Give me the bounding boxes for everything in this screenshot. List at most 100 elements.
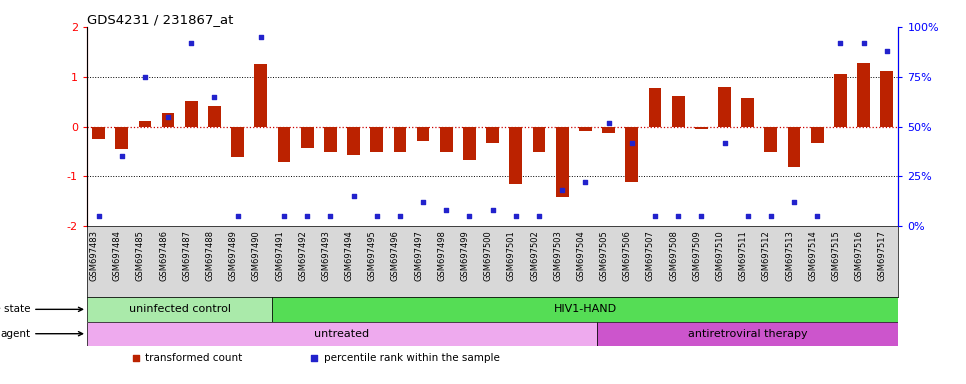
Bar [648, 88, 662, 127]
Point [415, 199, 431, 205]
Text: GSM697493: GSM697493 [322, 230, 330, 281]
Text: disease state: disease state [0, 305, 83, 314]
Bar [138, 121, 152, 127]
Text: GSM697483: GSM697483 [90, 230, 99, 281]
Point [879, 48, 895, 54]
Bar [741, 98, 754, 127]
Bar [393, 127, 407, 152]
Text: GSM697498: GSM697498 [438, 230, 446, 281]
Bar [695, 127, 708, 129]
Point [927, 223, 943, 229]
Point [253, 34, 269, 40]
Point [184, 40, 199, 46]
Text: GSM697499: GSM697499 [461, 230, 469, 281]
Point [601, 119, 616, 126]
Point [160, 114, 176, 120]
Point [207, 94, 222, 100]
Bar [810, 127, 824, 142]
Bar [718, 87, 731, 127]
Text: GSM697501: GSM697501 [507, 230, 516, 281]
Bar [625, 127, 639, 182]
Text: GSM697496: GSM697496 [391, 230, 400, 281]
Text: GSM697489: GSM697489 [229, 230, 238, 281]
Point [276, 213, 292, 219]
Point [670, 213, 686, 219]
Text: GDS4231 / 231867_at: GDS4231 / 231867_at [87, 13, 234, 26]
Bar [834, 74, 847, 127]
Text: GSM697491: GSM697491 [275, 230, 284, 281]
Text: GSM697517: GSM697517 [878, 230, 887, 281]
Point [810, 213, 825, 219]
Point [369, 213, 384, 219]
Text: HIV1-HAND: HIV1-HAND [554, 305, 617, 314]
Point [578, 179, 593, 185]
Bar [509, 127, 523, 184]
Text: antiretroviral therapy: antiretroviral therapy [688, 329, 808, 339]
Text: GSM697494: GSM697494 [345, 230, 354, 281]
Point [624, 139, 639, 146]
Bar [532, 127, 546, 152]
Text: GSM697515: GSM697515 [832, 230, 840, 281]
Point [647, 213, 663, 219]
Text: GSM697512: GSM697512 [762, 230, 771, 281]
Bar [463, 127, 476, 161]
Point [462, 213, 477, 219]
Bar [370, 127, 384, 152]
Text: GSM697510: GSM697510 [716, 230, 724, 281]
Bar [300, 127, 314, 147]
Text: uninfected control: uninfected control [128, 305, 231, 314]
Bar [272, 297, 898, 321]
Bar [231, 127, 244, 157]
Bar [602, 127, 615, 132]
Point [833, 40, 848, 46]
Point [323, 213, 338, 219]
Text: percentile rank within the sample: percentile rank within the sample [324, 353, 499, 363]
Bar [277, 127, 291, 162]
Bar [347, 127, 360, 156]
Text: GSM697506: GSM697506 [623, 230, 632, 281]
Bar [92, 127, 105, 139]
Text: transformed count: transformed count [145, 353, 242, 363]
Point [91, 213, 106, 219]
Point [137, 74, 153, 80]
Text: GSM697502: GSM697502 [530, 230, 539, 281]
Bar [880, 71, 894, 127]
Text: GSM697514: GSM697514 [809, 230, 817, 281]
Point [392, 213, 408, 219]
Bar [555, 127, 569, 197]
Bar [486, 127, 499, 142]
Text: untreated: untreated [314, 329, 370, 339]
Text: GSM697490: GSM697490 [252, 230, 261, 281]
Text: GSM697487: GSM697487 [183, 230, 191, 281]
Bar [185, 101, 198, 127]
Bar [87, 321, 597, 346]
Text: GSM697509: GSM697509 [693, 230, 701, 281]
Point [717, 139, 732, 146]
Bar [161, 113, 175, 127]
Point [114, 153, 129, 160]
Bar [671, 96, 685, 127]
Text: GSM697504: GSM697504 [577, 230, 585, 281]
Text: GSM697503: GSM697503 [554, 230, 562, 281]
Text: GSM697516: GSM697516 [855, 230, 864, 281]
Point [230, 213, 245, 219]
Text: GSM697485: GSM697485 [136, 230, 145, 281]
Bar [87, 297, 272, 321]
Point [508, 213, 524, 219]
Bar [416, 127, 430, 141]
Point [856, 40, 871, 46]
Point [439, 207, 454, 214]
Bar [597, 321, 898, 346]
Bar [787, 127, 801, 167]
Text: GSM697492: GSM697492 [298, 230, 307, 281]
Point [299, 213, 315, 219]
Text: GSM697500: GSM697500 [484, 230, 493, 281]
Text: GSM697488: GSM697488 [206, 230, 214, 281]
Point [740, 213, 755, 219]
Text: GSM697497: GSM697497 [414, 230, 423, 281]
Bar [115, 127, 128, 149]
Point [485, 207, 500, 214]
Text: GSM697484: GSM697484 [113, 230, 122, 281]
Point [786, 199, 802, 205]
Bar [440, 127, 453, 152]
